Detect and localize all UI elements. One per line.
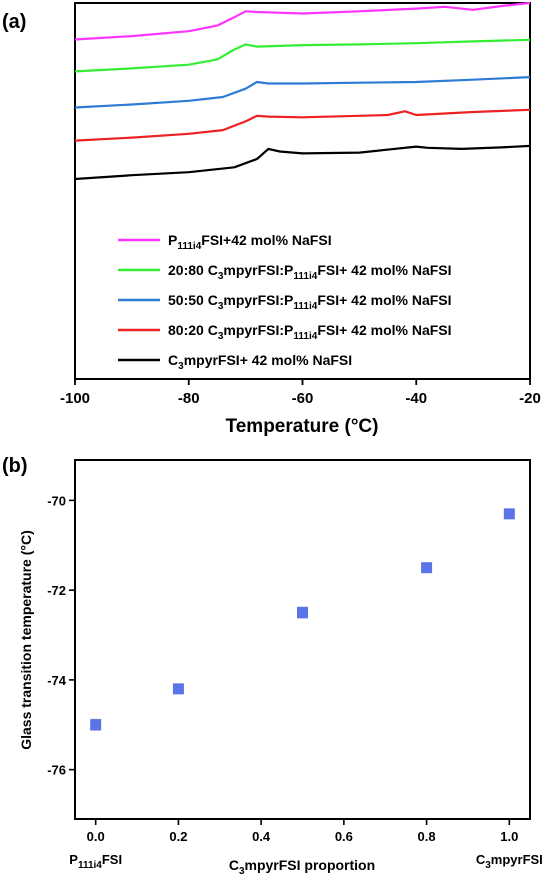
- x-tick-label: -80: [178, 390, 200, 407]
- chart-b-points: [90, 508, 515, 731]
- dsc-curve-1: [74, 1, 531, 41]
- chart-b-end-labels: P111i4FSI C3mpyrFSI: [69, 852, 543, 871]
- x-end-label: C3mpyrFSI: [476, 852, 543, 871]
- x-tick-label: -60: [292, 390, 314, 407]
- chart-b-frame: [74, 459, 531, 820]
- dsc-curve-4: [74, 108, 531, 142]
- x-tick-label: 0.6: [335, 829, 353, 844]
- dsc-curve-3: [74, 76, 531, 109]
- y-tick-label: -74: [47, 673, 67, 688]
- legend-label: P111i4FSI+42 mol% NaFSI: [168, 232, 332, 252]
- y-tick-label: -76: [47, 763, 66, 778]
- x-tick-label: -40: [405, 390, 427, 407]
- square-marker: [90, 719, 102, 731]
- tg-data-point: [421, 562, 433, 574]
- x-tick-label: 0.2: [169, 829, 187, 844]
- x-tick-label: 0.0: [87, 829, 105, 844]
- y-tick-label: -70: [47, 493, 66, 508]
- chart-b-y-ticks: -76 -74 -72 -70: [47, 493, 75, 778]
- chart-a-curves: [74, 1, 531, 181]
- square-marker: [297, 607, 308, 619]
- x-tick-label: -100: [60, 390, 90, 407]
- tg-data-point: [90, 718, 102, 731]
- panel-a-label: (a): [2, 11, 26, 33]
- chart-b-x-axis-title: C3mpyrFSI proportion: [229, 857, 375, 876]
- square-marker: [172, 683, 184, 695]
- legend-label: 80:20 C3mpyrFSI:P111i4FSI+ 42 mol% NaFSI: [168, 322, 452, 342]
- x-end-label: P111i4FSI: [69, 852, 122, 871]
- chart-a-x-axis-title: Temperature (°C): [226, 416, 379, 437]
- legend-label: C3mpyrFSI+ 42 mol% NaFSI: [168, 352, 352, 372]
- x-tick-label: 0.4: [252, 829, 271, 844]
- legend-label: 50:50 C3mpyrFSI:P111i4FSI+ 42 mol% NaFSI: [168, 292, 452, 312]
- y-tick-label: -72: [47, 583, 66, 598]
- tg-data-point: [297, 606, 308, 619]
- panel-b-label: (b): [2, 455, 28, 477]
- chart-a-legend: P111i4FSI+42 mol% NaFSI 20:80 C3mpyrFSI:P…: [118, 232, 452, 372]
- square-marker: [503, 508, 515, 520]
- x-tick-label: 1.0: [500, 829, 518, 844]
- square-marker: [421, 562, 433, 574]
- dsc-curve-5: [74, 144, 531, 181]
- x-tick-label: -20: [519, 390, 541, 407]
- tg-data-point: [172, 683, 184, 695]
- chart-b-y-axis-title: Glass transition temperature (°C): [18, 530, 34, 750]
- dsc-curve-2: [74, 38, 531, 73]
- chart-a-x-ticks: -100 -80 -60 -40 -20: [60, 379, 541, 407]
- x-tick-label: 0.8: [418, 829, 436, 844]
- chart-b-x-ticks: 0.0 0.2 0.4 0.6 0.8 1.0: [87, 819, 518, 844]
- tg-data-point: [503, 508, 515, 520]
- legend-label: 20:80 C3mpyrFSI:P111i4FSI+ 42 mol% NaFSI: [168, 262, 452, 282]
- chart-a-frame: [74, 2, 531, 380]
